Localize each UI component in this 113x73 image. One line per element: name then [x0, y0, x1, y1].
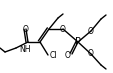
Text: NH: NH	[19, 45, 30, 54]
Text: Cl: Cl	[50, 51, 57, 61]
Text: O: O	[87, 49, 93, 58]
Text: O: O	[23, 25, 29, 34]
Text: O: O	[65, 51, 70, 59]
Text: O: O	[87, 26, 93, 35]
Text: P: P	[74, 37, 80, 47]
Text: O: O	[60, 25, 65, 34]
